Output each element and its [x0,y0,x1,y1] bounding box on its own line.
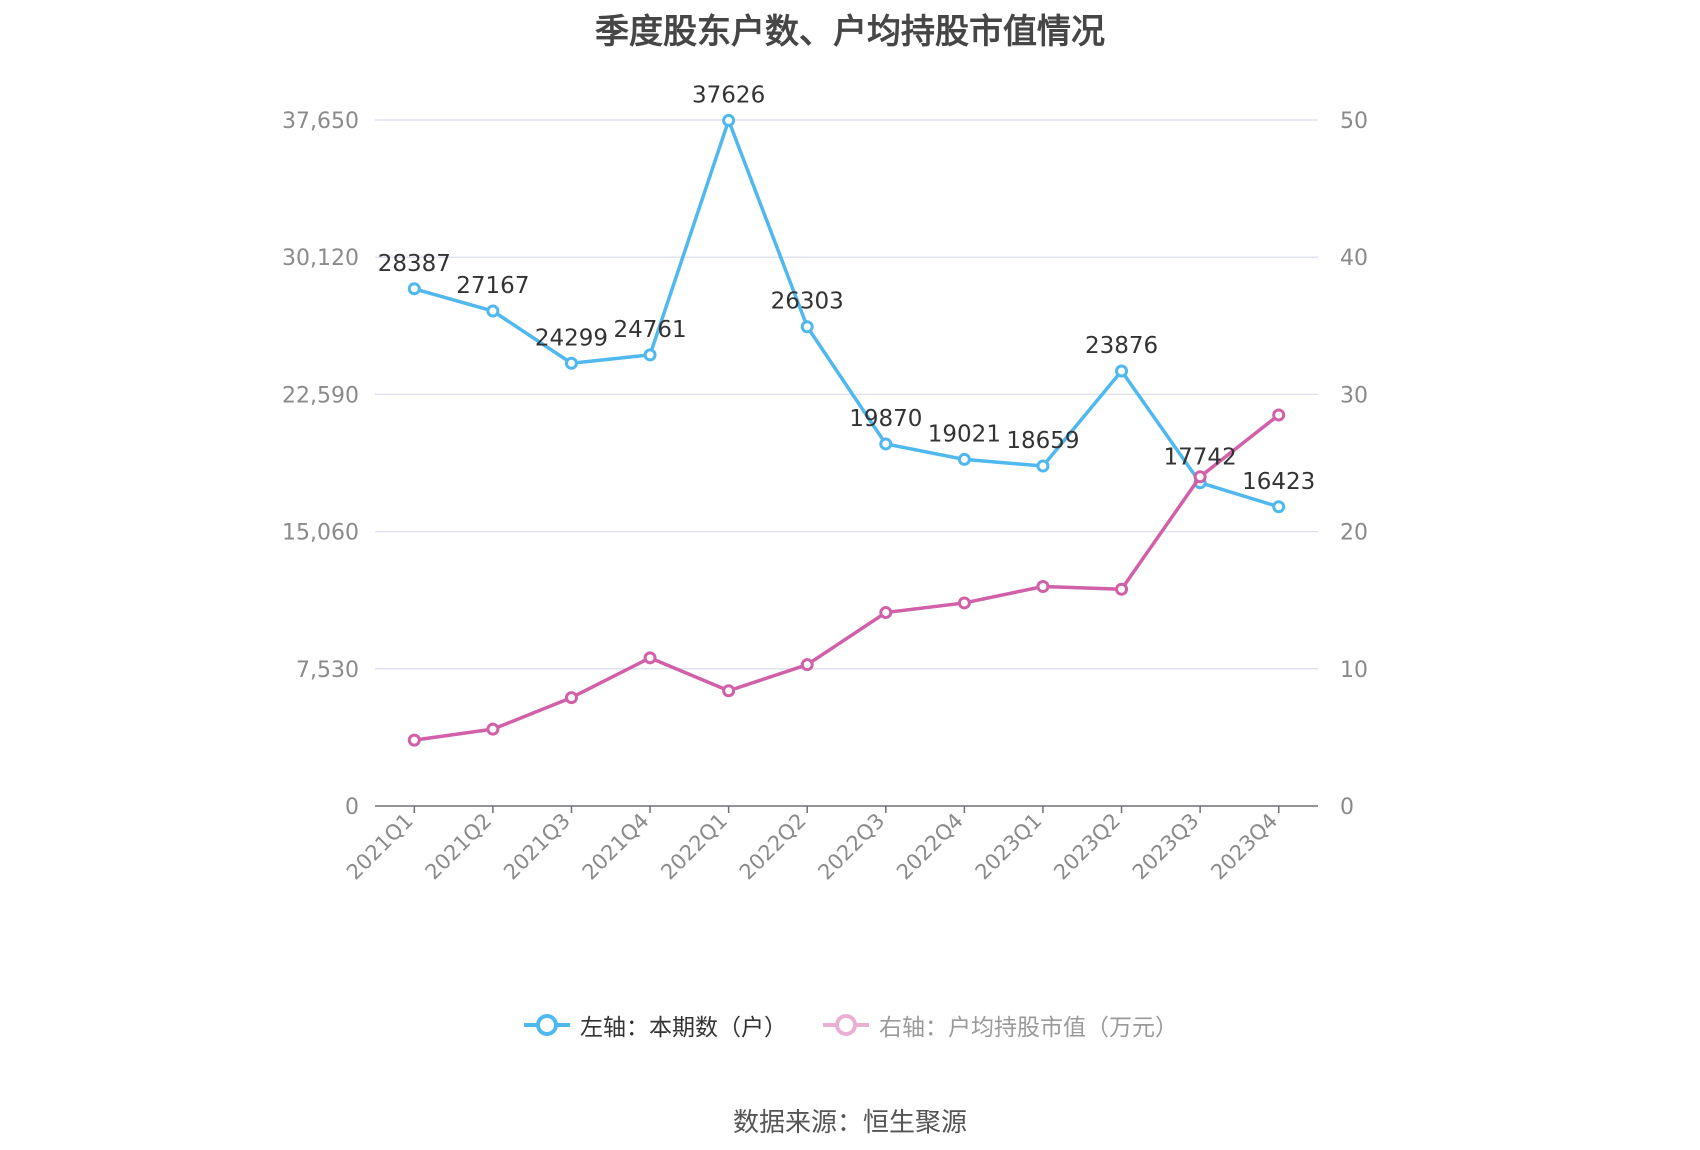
data-point [1036,579,1050,593]
data-label: 19021 [928,421,1001,447]
left-tick-label: 22,590 [282,383,359,408]
x-tick-label: 2022Q3 [813,809,889,885]
x-tick-label: 2023Q1 [971,809,1047,885]
left-axis: 0 7,530 15,060 22,590 30,120 37,650 [282,109,359,820]
data-point [722,684,736,698]
left-tick-label: 30,120 [282,246,359,271]
data-point [1193,470,1207,484]
x-tick-label: 2021Q2 [421,809,497,885]
data-label: 23876 [1085,333,1158,359]
right-tick-label: 50 [1340,109,1368,134]
x-tick-label: 2022Q2 [735,809,811,885]
data-point [957,596,971,610]
x-tick-label: 2022Q1 [656,809,732,885]
legend-item-left[interactable]: 左轴：本期数（户） [522,1008,787,1042]
data-point [643,348,657,362]
data-point [722,113,736,127]
data-point [643,651,657,665]
grid-lines [375,119,1318,670]
chart-title: 季度股东户数、户均持股市值情况 [595,12,1105,52]
left-tick-label: 7,530 [296,658,359,683]
data-point [564,356,578,370]
left-tick-label: 0 [345,795,359,820]
x-tick-label: 2021Q3 [499,809,575,885]
data-label: 28387 [378,251,451,277]
data-point [879,606,893,620]
x-tick-label: 2023Q4 [1206,809,1282,885]
right-tick-label: 10 [1340,658,1368,683]
left-tick-label: 37,650 [282,109,359,134]
data-label: 17742 [1164,445,1237,471]
data-point [407,733,421,747]
data-point [879,437,893,451]
data-label: 37626 [692,82,765,108]
legend-item-right[interactable]: 右轴：户均持股市值（万元） [821,1008,1178,1042]
data-label: 19870 [849,406,922,432]
legend-label-left: 左轴：本期数（户） [580,1015,787,1041]
data-label: 24299 [535,325,608,351]
data-label: 26303 [771,289,844,315]
data-point [957,452,971,466]
data-point [486,722,500,736]
data-point [800,658,814,672]
legend-label-right: 右轴：户均持股市值（万元） [879,1015,1178,1041]
left-tick-label: 15,060 [282,521,359,546]
data-source: 数据来源：恒生聚源 [732,1108,967,1138]
data-point [1036,459,1050,473]
legend-line-icon [823,1014,869,1036]
series-line-1 [414,413,1280,742]
data-point [564,691,578,705]
x-tick-label: 2022Q4 [892,809,968,885]
data-point [407,282,421,296]
data-point [1272,500,1286,514]
data-point [800,320,814,334]
legend: 左轴：本期数（户） 右轴：户均持股市值（万元） [0,1008,1700,1042]
right-axis: 0 10 20 30 40 50 [1340,109,1368,820]
right-tick-label: 40 [1340,246,1368,271]
data-point [1272,408,1286,422]
data-label: 24761 [613,317,686,343]
legend-line-icon [524,1014,570,1036]
data-point [1115,364,1129,378]
data-label: 16423 [1242,469,1315,495]
data-point [486,304,500,318]
right-tick-label: 20 [1340,521,1368,546]
x-axis: 2021Q1 2021Q2 2021Q3 2021Q4 2022Q1 2022Q2 2022… [342,805,1318,885]
series-line-0 [413,118,1280,509]
x-tick-label: 2023Q2 [1049,809,1125,885]
right-tick-label: 0 [1340,795,1354,820]
data-point [1115,582,1129,596]
x-tick-label: 2023Q3 [1128,809,1204,885]
data-label: 18659 [1006,428,1079,454]
x-tick-label: 2021Q4 [578,809,654,885]
right-tick-label: 30 [1340,383,1368,408]
data-label: 27167 [456,273,529,299]
series-group [407,113,1286,747]
